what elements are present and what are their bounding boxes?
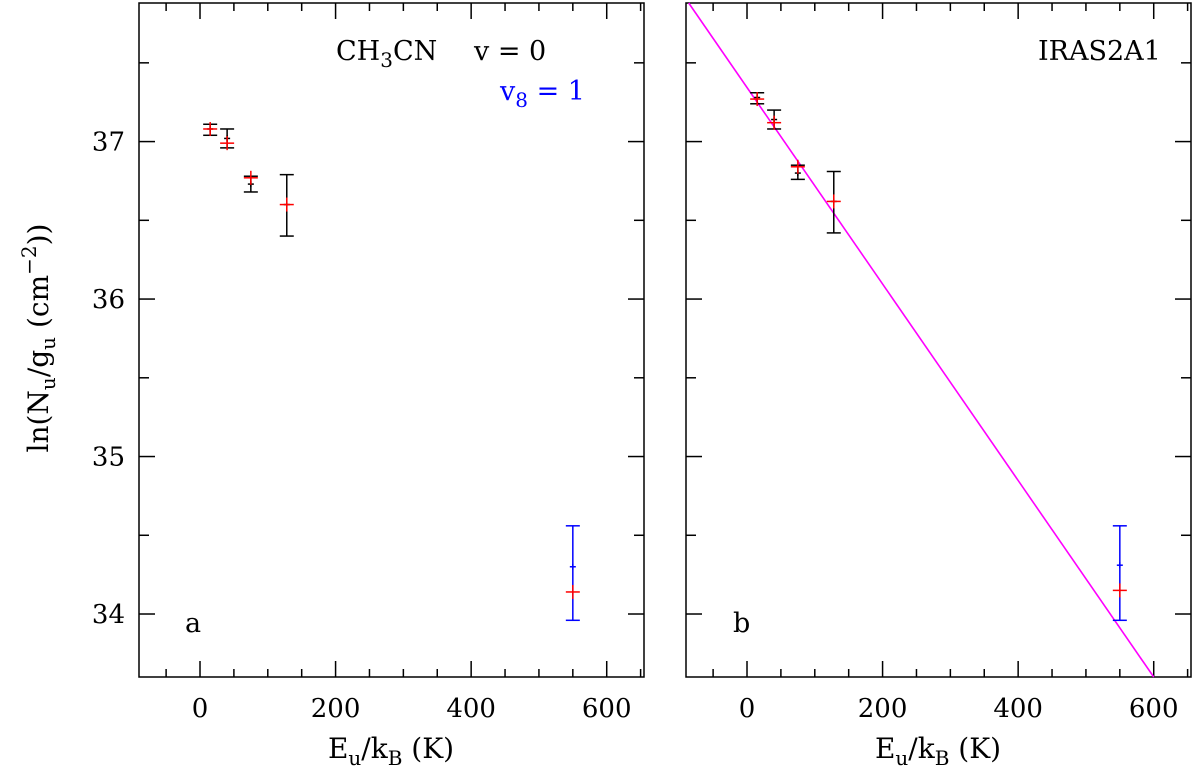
panel-b-model-point [790, 159, 805, 174]
legend-v8-subscript: 8 [515, 88, 528, 112]
panel-b-xtick-label: 600 [1129, 694, 1179, 724]
panel-b-source: IRAS2A1 [1038, 36, 1161, 67]
panel-a-ytick-label: 35 [92, 443, 125, 473]
panel-b-model-point [1112, 583, 1127, 598]
panel-a-model-point [565, 584, 580, 599]
panel-a-xlabel: Eu/kB (K) [328, 732, 454, 770]
panel-a-ytick-label: 37 [92, 128, 125, 158]
legend-v8-value: = 1 [528, 76, 585, 107]
panel-b-xlabel: Eu/kB (K) [875, 732, 1001, 770]
legend-v0: v = 0 [473, 36, 546, 67]
panel-a-molecule: CH3CN [336, 36, 437, 72]
panel-a-ticks: 0 200 400 600 34 35 36 37 [92, 3, 644, 724]
xlabel-unit: (K) [402, 732, 454, 765]
legend-v8: v8 = 1 [499, 76, 585, 112]
panel-a-ytick-label: 36 [92, 285, 125, 315]
panel-b-data-point [1112, 525, 1127, 622]
panel-a-model-point [203, 121, 218, 136]
molecule-suffix: CN [393, 36, 437, 67]
xlabel-b-sub-u: u [895, 746, 908, 770]
ylabel-sub-u2: u [36, 337, 60, 350]
ylabel-part-cm: (cm [22, 275, 55, 337]
panel-a-ytick-label: 34 [92, 600, 125, 630]
panel-a-xtick-label: 400 [446, 694, 496, 724]
panel-a-xtick-label: 600 [582, 694, 632, 724]
panel-a-data-point [565, 525, 580, 622]
ylabel-part-slash: /g [22, 350, 55, 377]
panel-b-label: b [733, 608, 750, 639]
panel-b-ticks: 0 200 400 600 [686, 3, 1191, 724]
panel-b-model-point [826, 194, 841, 209]
panel-a-model-point [279, 197, 294, 212]
panel-b-xtick-label: 400 [993, 694, 1043, 724]
panel-a-marks [203, 121, 580, 622]
panel-b-fit-line [688, 2, 1155, 678]
xlabel-b-sub-b: B [935, 746, 950, 770]
panel-a-model-point [243, 170, 258, 185]
panel-b-frame [685, 2, 1192, 678]
panel-b-model-point [750, 92, 765, 107]
panel-a-label: a [185, 608, 201, 639]
panel-a-xtick-label: 200 [311, 694, 361, 724]
xlabel-slash: /k [361, 732, 388, 765]
ylabel-part-ln: ln(N [22, 390, 55, 452]
panel-b: 0 200 400 600 IRAS2A1 b Eu/kB (K) [685, 2, 1192, 770]
panel-b-model-point [767, 115, 782, 130]
ylabel-close: )) [22, 224, 55, 246]
panel-b-xtick-label: 200 [858, 694, 908, 724]
panel-a-frame [138, 2, 645, 678]
y-axis-label: ln(Nu/gu (cm−2)) [17, 224, 60, 453]
xlabel-b-unit: (K) [949, 732, 1001, 765]
xlabel-sub-u: u [348, 746, 361, 770]
panel-b-marks [688, 2, 1155, 678]
ylabel-sup: −2 [17, 245, 41, 274]
ylabel-sub-u1: u [36, 377, 60, 390]
molecule-subscript: 3 [380, 48, 393, 72]
xlabel-sub-b: B [388, 746, 403, 770]
panel-a-model-point [220, 136, 235, 151]
xlabel-b-slash: /k [908, 732, 935, 765]
panel-a-xtick-label: 0 [192, 694, 209, 724]
panel-b-xtick-label: 0 [739, 694, 756, 724]
